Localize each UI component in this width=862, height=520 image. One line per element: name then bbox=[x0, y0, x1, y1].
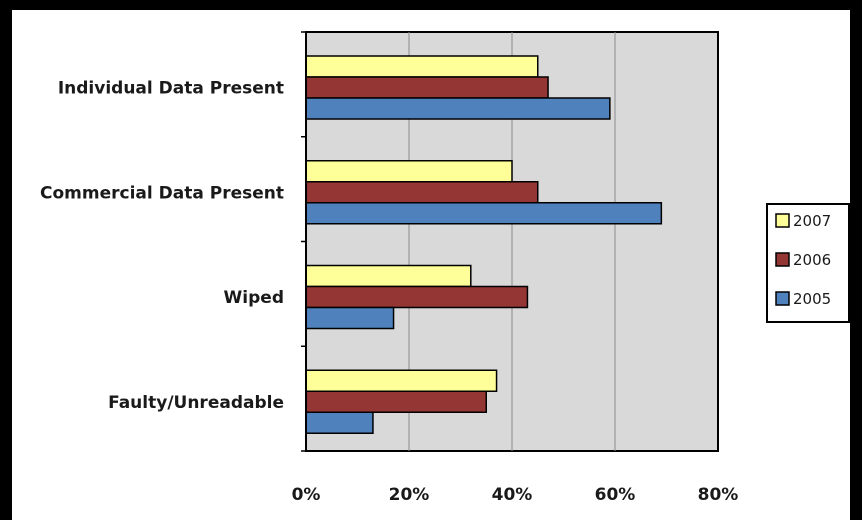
bar-2007-1 bbox=[305, 160, 513, 183]
bar-2005-0 bbox=[305, 97, 611, 120]
legend-label-2007: 2007 bbox=[793, 212, 831, 230]
category-axis bbox=[301, 31, 307, 452]
legend-swatch-2007 bbox=[775, 213, 790, 228]
legend-swatch-2005 bbox=[775, 291, 790, 306]
x-tick-label: 20% bbox=[389, 485, 430, 505]
bar-2005-1 bbox=[305, 202, 663, 225]
bar-2005-3 bbox=[305, 411, 374, 434]
legend-label-2005: 2005 bbox=[793, 290, 831, 308]
x-tick-label: 80% bbox=[698, 485, 739, 505]
category-label: Commercial Data Present bbox=[40, 183, 284, 203]
bar-2006-2 bbox=[305, 285, 529, 309]
bar-2006-0 bbox=[305, 76, 549, 99]
category-labels: Individual Data Present Commercial Data P… bbox=[40, 79, 284, 413]
legend: 2007 2006 2005 bbox=[766, 203, 850, 323]
bar-2007-0 bbox=[305, 55, 539, 78]
category-label: Individual Data Present bbox=[58, 79, 284, 99]
legend-label-2006: 2006 bbox=[793, 251, 831, 269]
bar-2006-3 bbox=[305, 390, 487, 413]
x-tick-label: 0% bbox=[292, 485, 321, 505]
bar-2006-1 bbox=[305, 181, 539, 204]
bars bbox=[305, 55, 663, 434]
category-label: Faulty/Unreadable bbox=[108, 393, 284, 413]
bar-2007-2 bbox=[305, 264, 472, 288]
category-label: Wiped bbox=[224, 288, 284, 308]
x-tick-labels: 0% 20% 40% 60% 80% bbox=[292, 485, 739, 505]
legend-swatch-2006 bbox=[775, 252, 790, 267]
bar-2005-2 bbox=[305, 306, 395, 330]
x-tick-label: 60% bbox=[595, 485, 636, 505]
x-tick-label: 40% bbox=[492, 485, 533, 505]
bar-2007-3 bbox=[305, 369, 498, 392]
